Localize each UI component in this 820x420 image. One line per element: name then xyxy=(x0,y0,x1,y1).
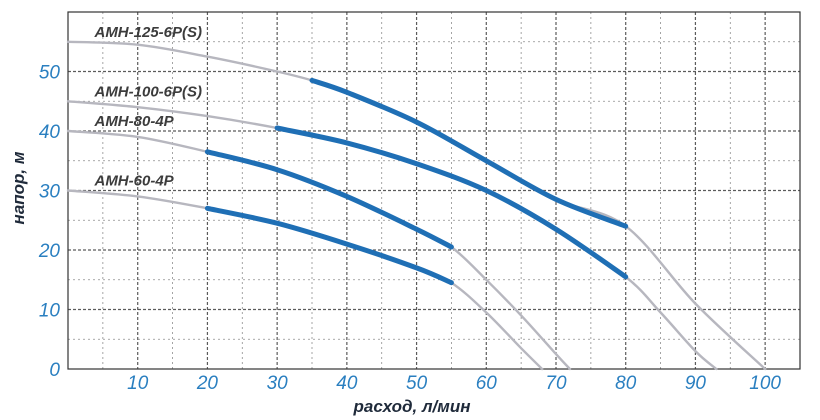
x-tick-label: 30 xyxy=(267,373,289,394)
series-working-range-1 xyxy=(274,125,629,280)
x-tick-label: 100 xyxy=(749,373,781,394)
x-axis-title: расход, л/мин xyxy=(353,397,471,416)
series-working-range-3 xyxy=(204,205,454,286)
x-tick-label: 70 xyxy=(545,373,567,394)
y-tick-label: 50 xyxy=(39,63,61,84)
x-tick-label: 50 xyxy=(406,373,428,394)
series-working-range-0 xyxy=(309,77,629,229)
series-label: AMH-80-4P xyxy=(93,113,174,130)
y-tick-label: 40 xyxy=(39,122,61,143)
x-tick-label: 20 xyxy=(196,373,219,394)
series-label: AMH-125-6P(S) xyxy=(93,24,202,41)
x-tick-label: 80 xyxy=(615,373,637,394)
series-working-range-2 xyxy=(204,149,454,250)
x-tick-label: 40 xyxy=(336,373,358,394)
y-tick-label: 10 xyxy=(39,301,61,322)
series-labels: AMH-125-6P(S) AMH-100-6P(S) AMH-80-4P AMH-6… xyxy=(93,24,202,190)
series-label: AMH-60-4P xyxy=(93,173,174,190)
y-tick-label: 20 xyxy=(38,241,61,262)
curves xyxy=(66,40,767,371)
y-tick-label: 30 xyxy=(39,182,61,203)
y-axis-title: напор, м xyxy=(9,151,28,224)
y-tick-label: 0 xyxy=(49,360,60,381)
series-label: AMH-100-6P(S) xyxy=(93,83,202,100)
grid xyxy=(67,11,801,370)
x-tick-label: 90 xyxy=(685,373,707,394)
tick-labels: 0 10 20 30 40 50 10 20 30 40 50 60 70 80 90 100 xyxy=(38,63,782,395)
x-tick-label: 10 xyxy=(127,373,149,394)
x-tick-label: 60 xyxy=(476,373,498,394)
